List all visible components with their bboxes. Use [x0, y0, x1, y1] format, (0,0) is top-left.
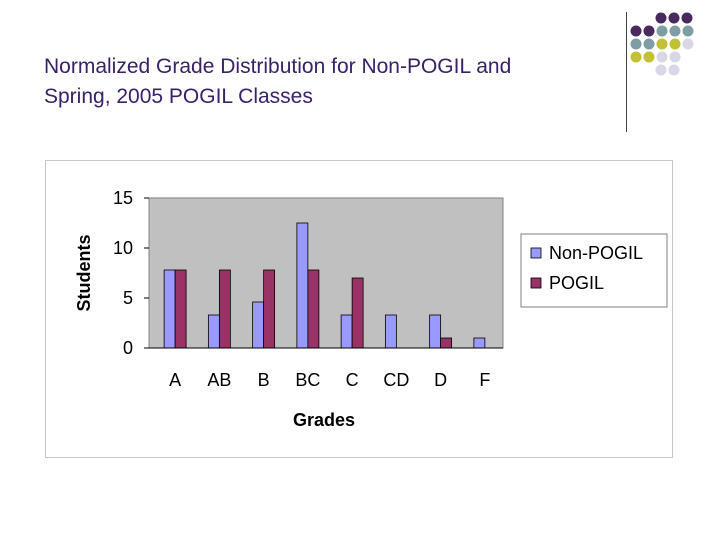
decorative-dot — [656, 25, 668, 37]
decorative-dot — [656, 38, 668, 50]
y-tick-label: 15 — [113, 188, 133, 208]
bar-pogil-ab — [218, 269, 231, 349]
bar-non-pogil-ab — [207, 314, 220, 349]
bar-non-pogil-f — [473, 337, 486, 349]
decorative-dot — [682, 38, 694, 50]
decorative-dot — [668, 64, 680, 76]
bar-non-pogil-b — [252, 301, 265, 349]
decorative-dot — [656, 51, 668, 63]
legend-label-non-pogil: Non-POGIL — [549, 243, 643, 263]
x-tick-label: CD — [383, 370, 409, 390]
bar-pogil-c — [351, 277, 364, 349]
y-tick-label: 10 — [113, 238, 133, 258]
decorative-dot — [655, 12, 667, 24]
y-tick-label: 5 — [123, 288, 133, 308]
bar-non-pogil-d — [429, 314, 442, 349]
legend-label-pogil: POGIL — [549, 273, 604, 293]
bar-pogil-b — [263, 269, 276, 349]
x-tick-label: A — [169, 370, 181, 390]
plot-area — [148, 197, 504, 349]
decorative-dot — [643, 51, 655, 63]
grade-distribution-chart: 0 5 10 15 A AB B BC C CD D F Grades Students Non-POGIL… — [74, 188, 668, 430]
decorative-dot — [630, 51, 642, 63]
slide-title-line-1: Normalized Grade Distribution for Non-PO… — [44, 55, 512, 78]
legend — [520, 233, 668, 308]
chart-frame: 0 5 10 15 A AB B BC C CD D F Grades Students Non-POGIL… — [45, 160, 673, 458]
bar-pogil-a — [174, 269, 187, 349]
x-axis-title: Grades — [293, 410, 355, 430]
decorative-dot — [669, 38, 681, 50]
slide-title: Normalized Grade Distribution for Non-PO… — [44, 52, 624, 112]
x-tick-label: D — [434, 370, 447, 390]
decorative-dot — [643, 38, 655, 50]
decorative-dot — [630, 25, 642, 37]
decorative-dot — [669, 25, 681, 37]
bar-non-pogil-cd — [384, 314, 397, 349]
x-tick-label: F — [479, 370, 490, 390]
decorative-dot — [681, 12, 693, 24]
y-axis-title: Students — [74, 234, 94, 311]
decorative-dot-grid — [630, 12, 694, 76]
bar-non-pogil-bc — [296, 222, 309, 349]
x-tick-label: AB — [207, 370, 231, 390]
bar-non-pogil-a — [163, 269, 176, 349]
legend-swatch-non-pogil — [530, 247, 542, 259]
decorative-dot — [669, 51, 681, 63]
decorative-dot — [668, 12, 680, 24]
x-tick-label: B — [258, 370, 270, 390]
bar-pogil-bc — [307, 269, 320, 349]
decorative-dot — [655, 64, 667, 76]
header-divider — [626, 12, 627, 132]
legend-swatch-pogil — [530, 277, 542, 289]
x-tick-label: C — [346, 370, 359, 390]
x-tick-label: BC — [295, 370, 320, 390]
y-tick-label: 0 — [123, 338, 133, 358]
bar-non-pogil-c — [340, 314, 353, 349]
decorative-dot — [643, 25, 655, 37]
decorative-dot — [630, 38, 642, 50]
bar-pogil-d — [440, 337, 453, 349]
slide-title-line-2: Spring, 2005 POGIL Classes — [44, 85, 313, 108]
decorative-dot — [682, 25, 694, 37]
